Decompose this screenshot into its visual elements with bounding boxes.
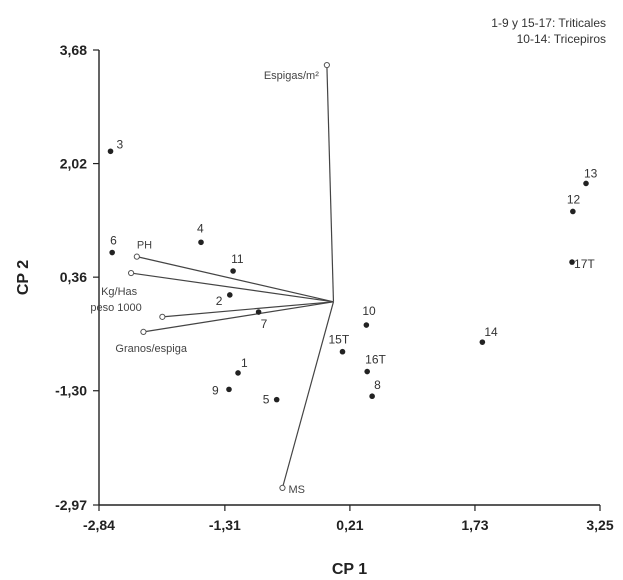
point-label: 2 <box>216 294 223 308</box>
point-label: 8 <box>374 378 381 392</box>
point-label: 9 <box>212 383 219 397</box>
data-point <box>479 339 486 345</box>
vector-label: MS <box>288 484 305 496</box>
data-point <box>273 396 280 403</box>
vector-line <box>281 301 335 489</box>
vector-line <box>162 301 334 318</box>
data-point <box>198 239 204 246</box>
legend-entry: 10-14: Tricepiros <box>517 32 606 46</box>
data-point <box>227 292 233 298</box>
x-tick-label: -1,31 <box>209 517 241 533</box>
point-label: 11 <box>231 252 244 266</box>
y-tick-label: 3,68 <box>60 42 87 58</box>
point-label: 15T <box>329 333 350 347</box>
point-label: 17T <box>574 257 595 271</box>
vector-label: peso 1000 <box>90 302 141 314</box>
data-point <box>363 322 370 328</box>
y-tick-label: 0,36 <box>60 269 87 285</box>
y-tick-label: -1,30 <box>55 383 87 399</box>
axes: -2,84 -1,31 0,21 1,73 3,25 3,68 2,02 0,36 -1,30 -… <box>55 42 614 533</box>
vector-line <box>136 256 334 303</box>
variable-vectors: Espigas/m² PH Kg/Has peso 1000 Granos/espiga… <box>90 61 335 496</box>
vector-endpoint <box>323 61 330 69</box>
point-label: 6 <box>110 234 117 248</box>
point-label: 3 <box>117 137 124 151</box>
y-tick-label: 2,02 <box>60 156 87 172</box>
vector-label: Kg/Has <box>101 286 138 298</box>
vector-label: Espigas/m² <box>264 70 319 82</box>
data-point <box>339 348 346 355</box>
vector-endpoint <box>133 253 140 260</box>
point-label: 14 <box>484 325 498 339</box>
data-point <box>235 370 241 376</box>
data-point <box>364 368 370 375</box>
data-point <box>583 180 589 187</box>
vector-label: Granos/espiga <box>115 343 187 355</box>
data-point <box>569 259 575 265</box>
vector-line <box>143 301 334 333</box>
vector-endpoint <box>127 269 135 277</box>
point-label: 7 <box>261 317 268 331</box>
point-label: 13 <box>584 166 598 180</box>
y-axis-title: CP 2 <box>15 260 32 295</box>
data-point <box>255 309 262 315</box>
data-point <box>107 148 114 155</box>
point-label: 10 <box>362 304 376 318</box>
vector-endpoint <box>279 484 286 491</box>
x-tick-label: -2,84 <box>83 517 115 533</box>
point-label: 5 <box>263 393 270 407</box>
y-tick-label: -2,97 <box>55 497 87 513</box>
legend-entry: 1-9 y 15-17: Triticales <box>491 16 606 30</box>
point-label: 16T <box>365 353 386 367</box>
point-label: 4 <box>197 221 204 235</box>
point-label: 12 <box>567 192 581 206</box>
point-label: 1 <box>241 356 248 370</box>
data-point <box>570 208 576 215</box>
vector-line <box>326 65 335 302</box>
x-tick-label: 0,21 <box>336 517 363 533</box>
x-tick-label: 1,73 <box>461 517 488 533</box>
vector-line <box>130 272 334 303</box>
x-tick-label: 3,25 <box>586 517 613 533</box>
data-point <box>230 268 236 274</box>
data-point <box>369 393 375 400</box>
vector-endpoint <box>159 313 166 320</box>
x-axis-title: CP 1 <box>332 561 367 578</box>
vector-label: PH <box>137 240 152 252</box>
vector-endpoint <box>140 328 147 335</box>
legend: 1-9 y 15-17: Triticales 10-14: Tricepiros <box>491 16 606 46</box>
data-point <box>226 386 232 393</box>
data-point <box>109 249 115 256</box>
